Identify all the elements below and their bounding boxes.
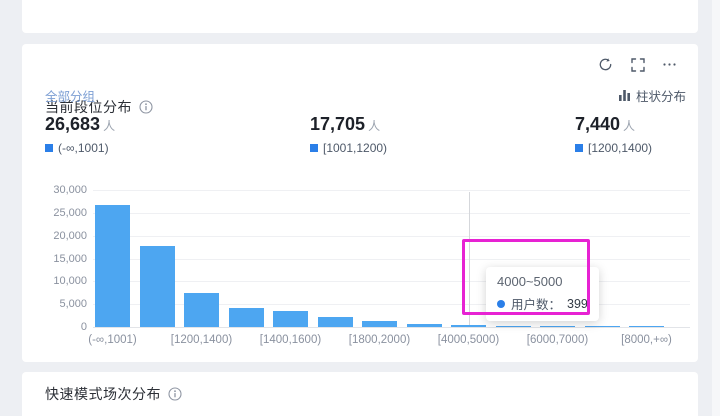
bar-chart-icon (618, 90, 630, 101)
x-axis-tick-label: [8000,+∞) (621, 334, 672, 346)
gridline (93, 258, 690, 260)
bar-7[interactable] (406, 324, 442, 327)
x-axis-tick-label: [1800,2000) (348, 334, 411, 346)
chart-type-label: 柱状分布 (635, 90, 686, 104)
page-right-margin (712, 0, 720, 416)
legend-swatch (310, 144, 318, 152)
refresh-icon[interactable] (598, 57, 613, 72)
y-axis-tick-label: 15,000 (53, 252, 87, 265)
bar-2[interactable] (184, 293, 219, 327)
stat-value: 7,440 (575, 114, 621, 134)
gridline (93, 327, 690, 328)
series-dot-icon (497, 299, 505, 308)
y-axis-tick-label: 5,000 (59, 298, 87, 311)
x-axis-tick-label: [1400,1600) (259, 334, 322, 346)
rank-distribution-card: 当前段位分布 (22, 44, 698, 362)
card-title: 当前段位分布 (45, 99, 132, 115)
bar-4[interactable] (273, 311, 308, 327)
more-icon[interactable] (662, 57, 677, 72)
bar-0[interactable] (95, 205, 130, 327)
gridline (93, 235, 690, 237)
tooltip-title: 4000~5000 (497, 274, 563, 289)
bar-6[interactable] (362, 321, 397, 327)
info-icon[interactable] (139, 100, 153, 114)
bar-3[interactable] (228, 308, 264, 327)
annotation-highlight-box (462, 239, 590, 315)
stat-range: [1001,1200) (323, 141, 388, 155)
stat-block: 17,705 人 [1001,1200) (310, 114, 387, 155)
gridline (93, 212, 690, 214)
card-title-row: 当前段位分布 (45, 97, 153, 117)
y-axis-tick-label: 20,000 (53, 229, 87, 242)
stat-unit: 人 (623, 119, 636, 133)
card-title: 快速模式场次分布 (45, 386, 161, 402)
stat-range: [1200,1400) (588, 141, 653, 155)
chart-type-selector[interactable]: 柱状分布 (618, 86, 686, 105)
y-axis-tick-label: 0 (80, 321, 87, 333)
y-axis-tick-label: 10,000 (53, 275, 87, 288)
x-axis-tick-label: [1200,1400) (170, 334, 233, 346)
stat-unit: 人 (368, 119, 381, 133)
gridline (93, 190, 690, 191)
stat-block: 7,440 人 [1200,1400) (575, 114, 652, 155)
stat-value: 26,683 (45, 114, 101, 134)
legend-swatch (45, 144, 53, 152)
stat-block: 26,683 人 (-∞,1001) (45, 114, 115, 155)
y-axis-tick-label: 30,000 (53, 184, 87, 196)
stat-range: (-∞,1001) (58, 141, 109, 155)
bar-1[interactable] (139, 246, 175, 327)
bar-8[interactable] (451, 325, 486, 327)
axis-pointer-line (468, 192, 470, 327)
bar-11[interactable] (584, 326, 620, 327)
x-axis-tick-label: [4000,5000) (437, 334, 500, 346)
gridline (93, 281, 690, 283)
bar-12[interactable] (629, 326, 664, 327)
gridline (93, 304, 690, 306)
previous-card-partial (22, 0, 698, 33)
x-axis-tick-label: [6000,7000) (526, 334, 589, 346)
x-axis-tick-label: (-∞,1001) (88, 334, 137, 346)
quick-mode-card: 快速模式场次分布 (22, 372, 698, 416)
stat-unit: 人 (103, 119, 116, 133)
bar-10[interactable] (540, 326, 575, 327)
tooltip-series-label: 用户数： (511, 298, 562, 312)
legend-swatch (575, 144, 583, 152)
tooltip-value: 399 (567, 296, 588, 311)
card-title-row: 快速模式场次分布 (45, 384, 182, 404)
stat-value: 17,705 (310, 114, 366, 134)
info-icon[interactable] (168, 387, 182, 401)
bar-9[interactable] (495, 326, 531, 327)
fullscreen-icon[interactable] (630, 57, 645, 72)
card-toolbar (598, 57, 677, 72)
group-filter-link[interactable]: 全部分组 (45, 90, 96, 104)
bar-5[interactable] (317, 317, 353, 327)
y-axis-tick-label: 25,000 (53, 206, 87, 219)
